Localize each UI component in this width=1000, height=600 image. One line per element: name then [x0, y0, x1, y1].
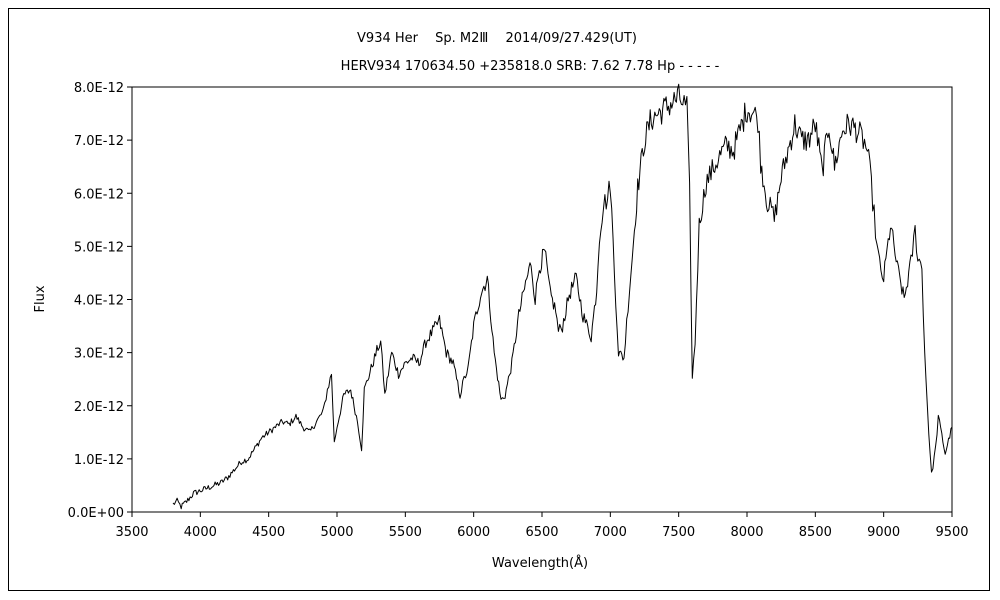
y-tick-label: 3.0E-12: [74, 347, 124, 362]
y-tick-label: 6.0E-12: [74, 187, 124, 202]
spectrum-line: [172, 83, 953, 510]
x-axis-label: Wavelength(Å): [492, 555, 588, 571]
chart-title: V934 Her Sp. M2Ⅲ 2014/09/27.429(UT): [357, 31, 637, 46]
x-tick-label: 5000: [320, 525, 353, 540]
y-tick-label: 8.0E-12: [74, 81, 124, 96]
x-axis: 3500 4000 4500 5000 5500 6000 6500 7000 7500 8000…: [115, 512, 969, 540]
chart-subtitle: HERV934 170634.50 +235818.0 SRB: 7.62 7.…: [341, 59, 720, 74]
x-tick-label: 9000: [867, 525, 900, 540]
x-tick-label: 9500: [935, 525, 968, 540]
x-tick-label: 7000: [594, 525, 627, 540]
y-tick-label: 1.0E-12: [74, 453, 124, 468]
x-tick-label: 6500: [525, 525, 558, 540]
chart-frame: [8, 8, 990, 591]
y-tick-label: 5.0E-12: [74, 240, 124, 255]
y-axis-label: Flux: [33, 285, 48, 312]
x-tick-label: 4000: [184, 525, 217, 540]
y-tick-label: 4.0E-12: [74, 294, 124, 309]
y-tick-label: 0.0E+00: [68, 506, 124, 521]
x-tick-label: 7500: [662, 525, 695, 540]
y-tick-label: 2.0E-12: [74, 400, 124, 415]
x-tick-label: 6000: [457, 525, 490, 540]
x-tick-label: 3500: [115, 525, 148, 540]
series-layer: [172, 83, 953, 510]
plot-area: [131, 86, 953, 513]
y-tick-label: 7.0E-12: [74, 134, 124, 149]
x-tick-label: 8500: [799, 525, 832, 540]
x-tick-label: 4500: [252, 525, 285, 540]
x-tick-label: 5500: [389, 525, 422, 540]
y-axis: 0.0E+00 1.0E-12 2.0E-12 3.0E-12 4.0E-12 5.0E-…: [68, 81, 132, 521]
x-tick-label: 8000: [730, 525, 763, 540]
